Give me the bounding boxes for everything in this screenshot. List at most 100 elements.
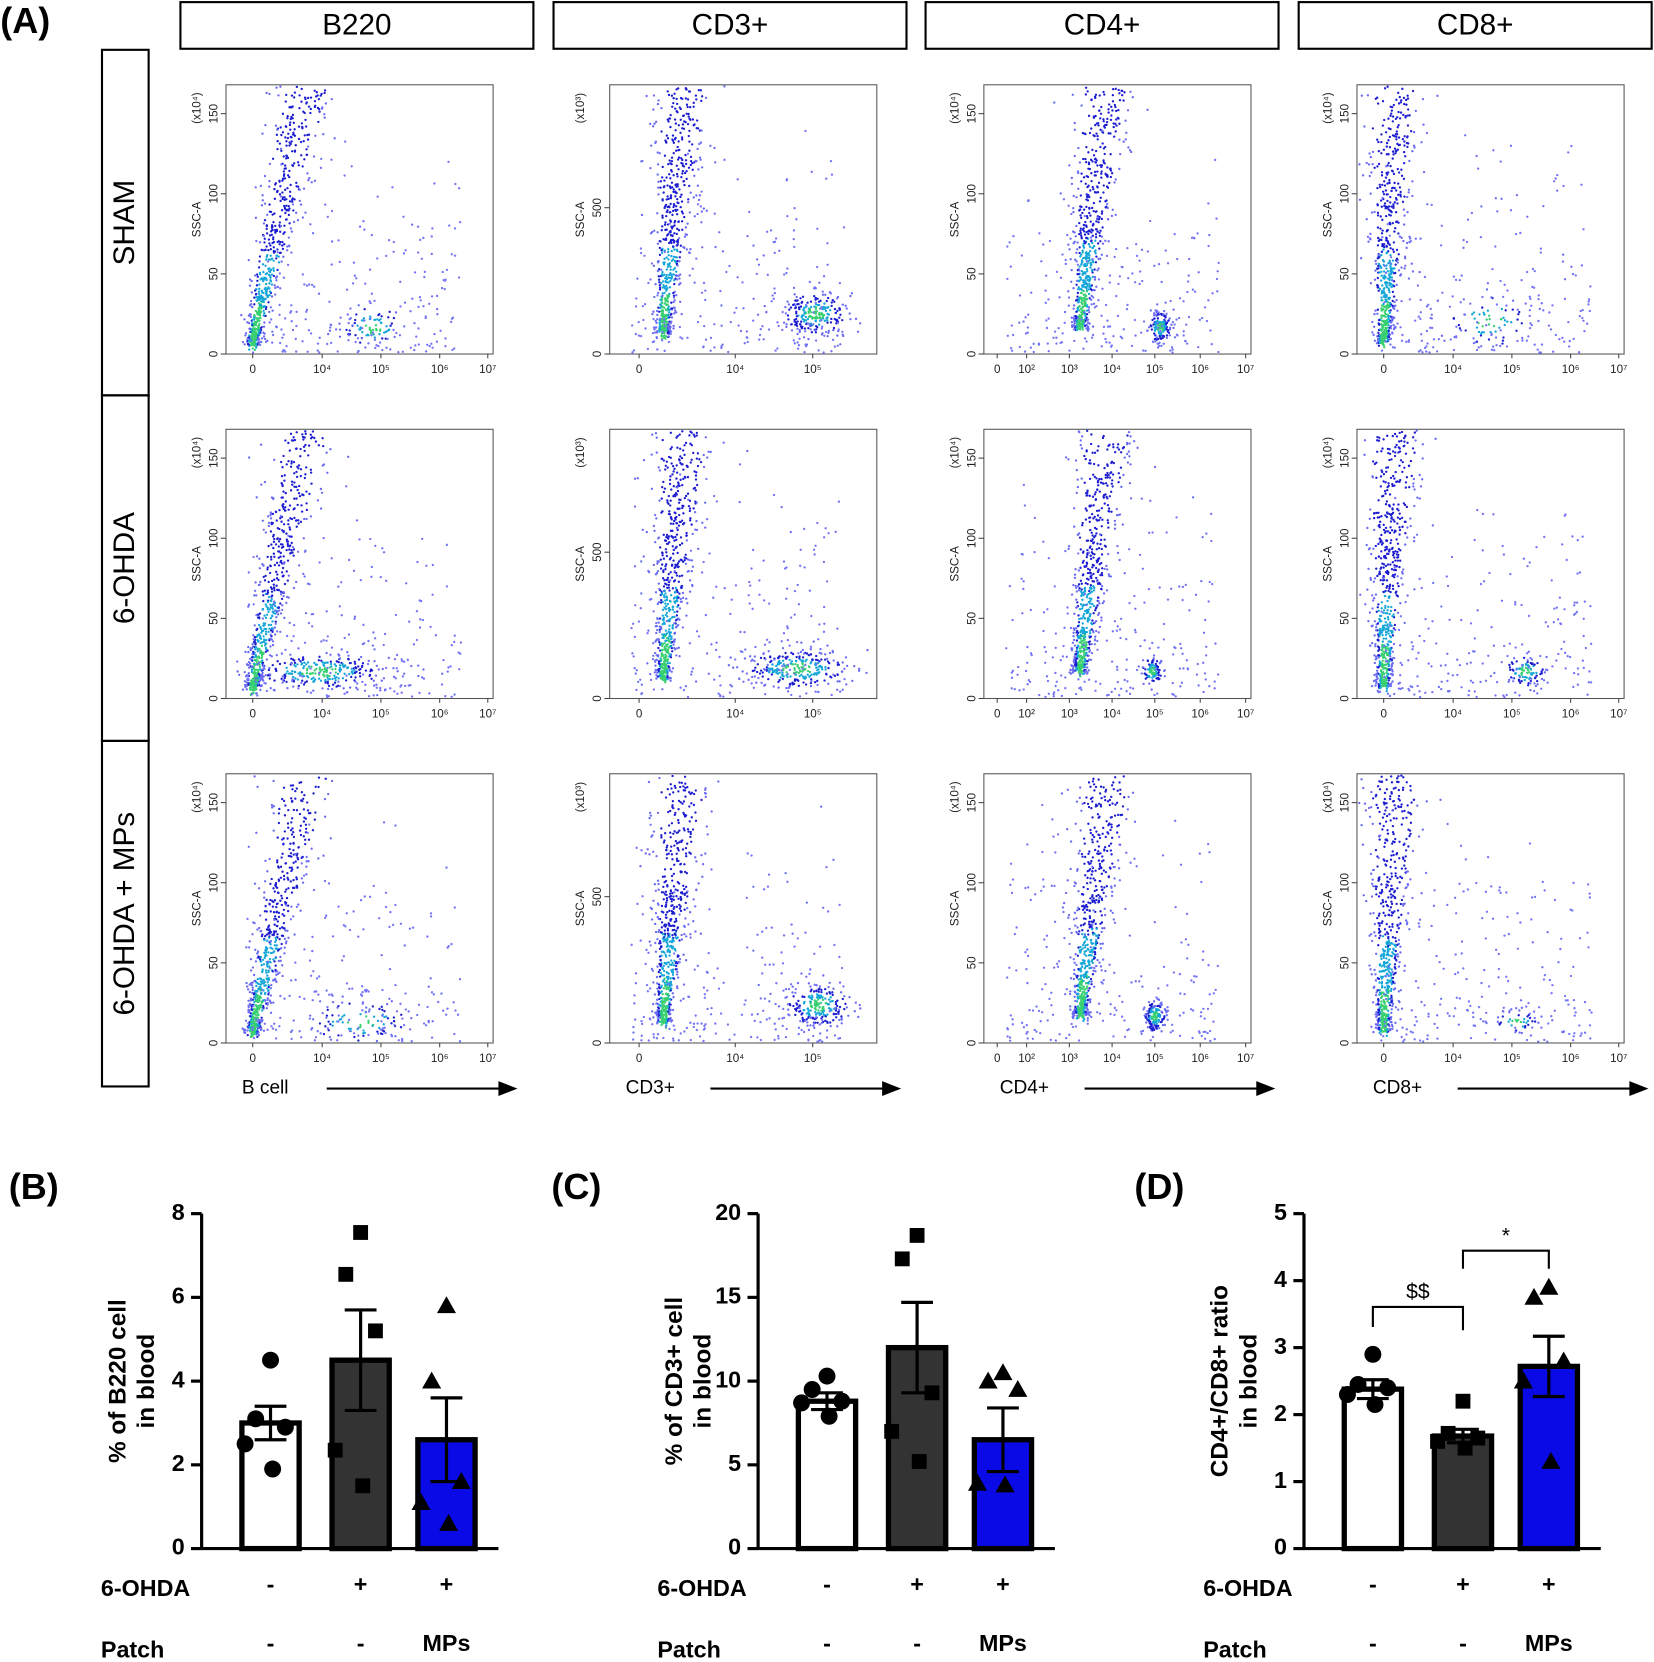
event-dot [271, 157, 275, 160]
event-dot [667, 331, 670, 334]
event-dot [652, 310, 655, 313]
event-dot [311, 612, 315, 616]
event-dot [660, 321, 664, 324]
event-dot [675, 110, 678, 113]
event-dot [292, 1019, 295, 1022]
event-dot [813, 294, 816, 298]
event-dot [382, 643, 385, 647]
event-dot [257, 633, 261, 636]
event-dot [248, 327, 251, 330]
event-dot [675, 464, 678, 467]
event-dot [674, 563, 677, 566]
event-dot [695, 119, 699, 122]
event-dot [829, 159, 833, 163]
event-dot [258, 668, 262, 671]
event-dot [304, 823, 308, 826]
plot-frame [225, 428, 494, 700]
event-dot [674, 190, 677, 193]
event-dot [814, 339, 818, 342]
event-dot [270, 226, 274, 229]
event-dot [270, 295, 274, 298]
event-dot [262, 528, 265, 531]
column-header-box [1297, 1, 1653, 50]
event-dot [676, 175, 679, 178]
event-dot [670, 593, 673, 597]
event-dot [830, 173, 834, 176]
event-dot [281, 934, 285, 938]
event-dot [792, 286, 796, 290]
event-dot [699, 141, 703, 144]
panel-label: (C) [551, 1166, 601, 1207]
event-dot [814, 329, 817, 332]
event-dot [368, 268, 372, 271]
event-dot [266, 515, 270, 518]
event-dot [287, 508, 290, 511]
event-dot [283, 479, 286, 482]
event-dot [666, 303, 669, 306]
event-dot [814, 307, 818, 310]
event-dot [271, 643, 275, 647]
event-dot [268, 677, 271, 680]
event-dot [762, 254, 765, 257]
event-dot [818, 313, 821, 317]
event-dot [773, 287, 776, 290]
event-dot [652, 524, 656, 528]
event-dot [300, 877, 304, 880]
event-dot [388, 925, 391, 929]
event-dot [657, 582, 660, 585]
event-dot [348, 329, 351, 332]
event-dot [793, 207, 796, 210]
event-dot [301, 165, 304, 168]
event-dot [302, 438, 305, 441]
event-dot [671, 640, 674, 644]
event-dot [270, 1025, 273, 1028]
event-dot [435, 294, 439, 298]
event-dot [279, 185, 282, 188]
event-dot [363, 228, 366, 231]
event-dot [441, 1009, 445, 1012]
event-dot [387, 239, 391, 242]
event-dot [309, 223, 312, 226]
event-dot [402, 252, 406, 255]
event-dot [263, 332, 266, 335]
event-dot [664, 671, 668, 675]
event-dot [281, 566, 285, 570]
event-dot [818, 281, 821, 284]
event-dot [670, 576, 674, 579]
event-dot [331, 1020, 335, 1023]
event-dot [279, 195, 282, 198]
event-dot [445, 585, 449, 588]
event-dot [636, 477, 640, 480]
event-dot [284, 167, 287, 170]
event-dot [669, 271, 672, 275]
event-dot [675, 205, 678, 208]
event-dot [403, 944, 406, 947]
event-dot [279, 593, 283, 596]
event-dot [660, 592, 664, 596]
event-dot [417, 664, 420, 667]
event-dot [678, 543, 682, 547]
event-dot [673, 232, 676, 235]
event-dot [255, 989, 258, 993]
event-dot [830, 301, 833, 304]
event-dot [284, 648, 287, 652]
event-dot [660, 652, 664, 655]
event-dot [261, 199, 264, 202]
event-dot [259, 958, 262, 961]
event-dot [256, 951, 259, 954]
event-dot [288, 200, 292, 203]
event-dot [276, 972, 280, 976]
event-dot [327, 695, 330, 698]
event-dot [302, 683, 306, 686]
event-dot [289, 311, 292, 314]
event-dot [430, 1036, 434, 1039]
event-dot [368, 300, 371, 303]
event-dot [666, 648, 670, 651]
event-dot [667, 512, 671, 516]
event-dot [765, 230, 769, 233]
event-dot [303, 476, 307, 480]
event-dot [359, 993, 363, 996]
event-dot [654, 540, 657, 544]
event-dot [667, 254, 670, 257]
event-dot [413, 322, 416, 325]
